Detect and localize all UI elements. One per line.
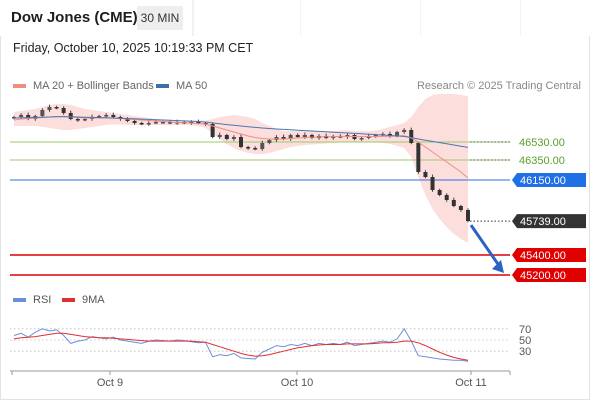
rsi-tick-label: 50 <box>519 335 531 347</box>
candle-body <box>458 206 463 210</box>
header-bar: Dow Jones (CME) 30 MIN <box>0 0 590 36</box>
candle-body <box>444 195 449 200</box>
projection-arrow <box>469 224 502 268</box>
candle-body <box>239 137 243 147</box>
candle-body <box>61 108 66 113</box>
level-tag-label: 45200.00 <box>520 270 566 282</box>
rsi-ma-line <box>13 332 469 361</box>
rsi-line <box>13 327 469 362</box>
candle-body <box>224 135 229 139</box>
level-tag <box>512 268 586 282</box>
candle-body <box>416 143 421 172</box>
ma50-line <box>13 116 469 148</box>
header-stripe <box>520 0 521 36</box>
candle-body <box>260 143 265 149</box>
level-label: 46350.00 <box>519 155 565 167</box>
legend-item-rsi: RSI <box>13 294 51 306</box>
level-tag <box>512 173 586 187</box>
candle-body <box>97 116 102 118</box>
candle-body <box>395 132 400 136</box>
candle-body <box>246 147 251 149</box>
legend-label-ma20: MA 20 + Bollinger Bands <box>33 80 154 92</box>
rsi-ma-swatch-icon <box>62 298 75 302</box>
candle-body <box>288 135 293 139</box>
legend-label-rsi: RSI <box>33 294 52 306</box>
level-tag <box>512 214 586 229</box>
candle-body <box>359 138 364 140</box>
rsi-swatch-icon <box>13 298 26 302</box>
candle-body <box>309 135 314 138</box>
candle-body <box>111 115 116 117</box>
candle-body <box>253 148 258 150</box>
candle-body <box>423 172 428 177</box>
level-tag-label: 45739.00 <box>520 216 566 228</box>
ma50-swatch-icon <box>156 84 169 88</box>
candle-body <box>132 121 137 123</box>
candle-body <box>302 135 307 137</box>
legend-label-rsi-ma: 9MA <box>82 294 105 306</box>
rsi-tick-label: 70 <box>519 324 531 336</box>
candle-body <box>437 190 442 195</box>
candle-body <box>409 130 414 143</box>
candle-body <box>295 135 300 137</box>
bollinger-band <box>14 94 468 243</box>
candle-body <box>153 122 158 124</box>
ma20-line <box>13 116 469 179</box>
instrument-title: Dow Jones (CME) <box>11 9 138 26</box>
header-stripe <box>192 0 194 36</box>
candle-body <box>75 119 80 121</box>
level-tag-label: 45400.00 <box>520 250 566 262</box>
legend-item-ma20: MA 20 + Bollinger Bands <box>13 80 154 92</box>
x-tick-label: Oct 9 <box>97 377 123 389</box>
timestamp: Friday, October 10, 2025 10:19:33 PM CET <box>13 41 254 55</box>
candle-body <box>47 107 52 110</box>
candle-body <box>231 137 236 139</box>
candle-body <box>19 115 24 117</box>
level-tag <box>512 248 586 262</box>
candle-body <box>281 137 286 139</box>
x-tick-label: Oct 11 <box>455 377 487 389</box>
projection-arrow-head-icon <box>492 260 504 273</box>
candle-body <box>451 200 456 206</box>
candle-body <box>68 113 73 119</box>
level-tag-label: 46150.00 <box>520 175 566 187</box>
candle-body <box>26 115 31 119</box>
candle-body <box>104 115 109 117</box>
copyright-note: Research © 2025 Trading Central <box>416 80 581 92</box>
candle-body <box>82 119 87 121</box>
header-stripe <box>300 0 301 36</box>
x-tick-label: Oct 10 <box>281 377 313 389</box>
candle-body <box>146 123 151 125</box>
candle-body <box>466 210 470 222</box>
candle-body <box>373 135 378 137</box>
candle-body <box>430 177 435 190</box>
level-label: 46530.00 <box>519 137 565 149</box>
ma20-swatch-icon <box>13 84 26 88</box>
candle-body <box>125 119 130 121</box>
rsi-tick-label: 30 <box>519 346 531 358</box>
candle-body <box>217 135 222 137</box>
candle-body <box>267 140 272 143</box>
candle-body <box>196 122 201 124</box>
candle-body <box>40 110 45 116</box>
timeframe-badge[interactable]: 30 MIN <box>137 6 183 30</box>
candle-body <box>168 122 173 124</box>
candle-body <box>54 107 59 109</box>
candle-body <box>160 122 165 124</box>
candle-body <box>139 123 144 125</box>
legend-label-ma50: MA 50 <box>176 80 208 92</box>
header-stripe <box>420 0 421 36</box>
candle-body <box>210 124 215 137</box>
candle-body <box>402 130 407 132</box>
legend-item-ma50: MA 50 <box>156 80 207 92</box>
legend-item-rsi-ma: 9MA <box>62 294 105 306</box>
